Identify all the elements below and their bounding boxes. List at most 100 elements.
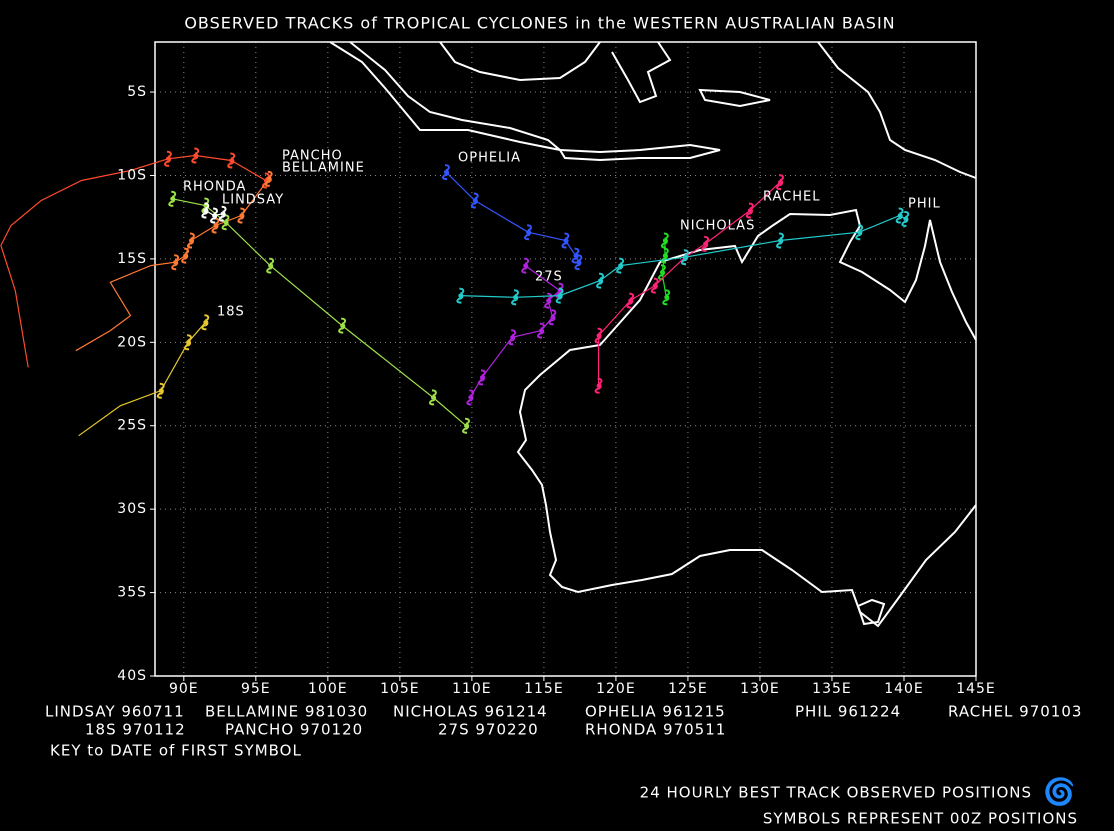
symbol-shape xyxy=(776,232,784,249)
cyclone-symbol xyxy=(524,224,532,241)
y-tick-label: 15S xyxy=(117,251,147,267)
symbol-shape xyxy=(536,322,545,339)
symbol-eye xyxy=(660,270,664,275)
x-tick-label: 100E xyxy=(308,681,348,697)
symbol-shape xyxy=(186,232,195,249)
storm-label: OPHELIA xyxy=(458,151,521,166)
symbol-eye xyxy=(464,423,469,428)
symbol-eye xyxy=(203,208,208,213)
key-entry: PANCHO 970120 xyxy=(225,721,363,739)
symbol-shape xyxy=(218,205,227,222)
key-entry: 27S 970220 xyxy=(438,721,539,739)
cyclone-symbol xyxy=(594,327,603,344)
symbol-eye xyxy=(550,315,555,320)
symbol-shape xyxy=(561,232,570,249)
symbol-shape xyxy=(184,334,192,351)
plot-frame xyxy=(154,41,977,677)
cyclone-symbol xyxy=(171,254,180,271)
storm-label: PHIL xyxy=(908,197,941,212)
symbol-shape xyxy=(555,287,564,304)
symbol-shape xyxy=(191,147,200,164)
symbol-eye xyxy=(703,241,708,246)
x-tick-label: 115E xyxy=(524,681,564,697)
storm-label: 27S xyxy=(535,270,563,285)
symbol-eye xyxy=(186,340,191,345)
symbol-shape xyxy=(521,257,530,274)
cyclone-symbol xyxy=(210,207,218,224)
symbol-shape xyxy=(227,152,236,169)
sumatra-java xyxy=(329,41,561,151)
symbol-eye xyxy=(173,260,178,265)
symbol-eye xyxy=(158,388,163,393)
symbol-shape xyxy=(237,207,246,224)
cyclone-symbol xyxy=(745,202,754,219)
key-note: KEY to DATE of FIRST SYMBOL xyxy=(50,742,302,760)
symbol-eye xyxy=(170,196,175,201)
x-tick-label: 110E xyxy=(452,681,492,697)
y-tick-label: 35S xyxy=(117,585,147,601)
symbol-eye xyxy=(563,238,568,243)
symbol-eye xyxy=(513,295,518,300)
cyclone-symbol xyxy=(184,334,192,351)
storm-label: LINDSAY xyxy=(222,193,284,208)
symbol-shape xyxy=(616,257,625,274)
symbol-eye xyxy=(510,335,515,340)
y-tick-label: 20S xyxy=(117,334,147,350)
cyclone-symbol xyxy=(227,152,236,169)
symbol-eye xyxy=(189,238,193,243)
cyclone-symbol xyxy=(338,317,347,334)
x-tick-label: 95E xyxy=(241,681,271,697)
storm-label: RACHEL xyxy=(763,190,820,205)
storm-track xyxy=(460,214,906,298)
cyclone-symbol xyxy=(211,217,220,234)
map-title: OBSERVED TRACKS of TROPICAL CYCLONES in … xyxy=(184,14,895,33)
symbol-eye xyxy=(573,253,578,258)
key-entry: NICHOLAS 961214 xyxy=(393,703,548,721)
sulawesi xyxy=(611,41,672,104)
symbol-eye xyxy=(220,211,225,216)
symbol-shape xyxy=(466,389,475,406)
symbol-shape xyxy=(745,202,754,219)
cyclone-symbol xyxy=(186,232,195,249)
cyclone-symbol xyxy=(596,272,604,289)
cyclone-symbol xyxy=(456,287,465,304)
symbol-shape xyxy=(594,377,603,394)
symbol-eye xyxy=(596,383,601,388)
new-guinea xyxy=(817,41,977,179)
key-entry: BELLAMINE 981030 xyxy=(205,703,368,721)
symbol-eye xyxy=(468,395,473,400)
key-entry: LINDSAY 960711 xyxy=(45,703,185,721)
symbol-shape xyxy=(171,254,180,271)
cyclone-symbol xyxy=(561,232,570,249)
symbol-eye xyxy=(618,263,623,268)
cyclone-symbol xyxy=(168,190,177,207)
borneo xyxy=(439,41,601,82)
cyclone-symbol xyxy=(201,202,210,219)
cyclone-symbol xyxy=(626,292,635,309)
symbol-shape xyxy=(210,207,218,224)
grid xyxy=(155,42,977,677)
symbol-shape xyxy=(650,277,659,294)
symbol-eye xyxy=(203,320,208,325)
cyclone-symbol xyxy=(511,289,519,306)
axis-labels: 90E 95E 100E 105E 110E 115E 120E 125E 130E 135E 14… xyxy=(117,84,994,697)
symbol-shape xyxy=(574,254,583,271)
symbol-shape xyxy=(895,207,904,224)
key-entry: RHONDA 970511 xyxy=(585,721,726,739)
x-tick-label: 130E xyxy=(740,681,780,697)
symbol-eye xyxy=(903,216,908,221)
symbol-eye xyxy=(431,395,435,400)
seram xyxy=(698,88,771,108)
cyclone-symbol xyxy=(776,174,784,191)
symbol-eye xyxy=(683,255,687,260)
symbol-shape xyxy=(660,232,669,249)
y-tick-label: 30S xyxy=(117,501,147,517)
symbol-shape xyxy=(477,369,486,386)
symbol-shape xyxy=(701,235,710,252)
cyclone-symbol xyxy=(466,389,475,406)
cyclone-symbol-legend: 🌀 xyxy=(1043,776,1076,808)
cyclone-symbol xyxy=(218,205,227,222)
symbol-shape xyxy=(441,164,450,181)
symbol-shape xyxy=(211,217,220,234)
